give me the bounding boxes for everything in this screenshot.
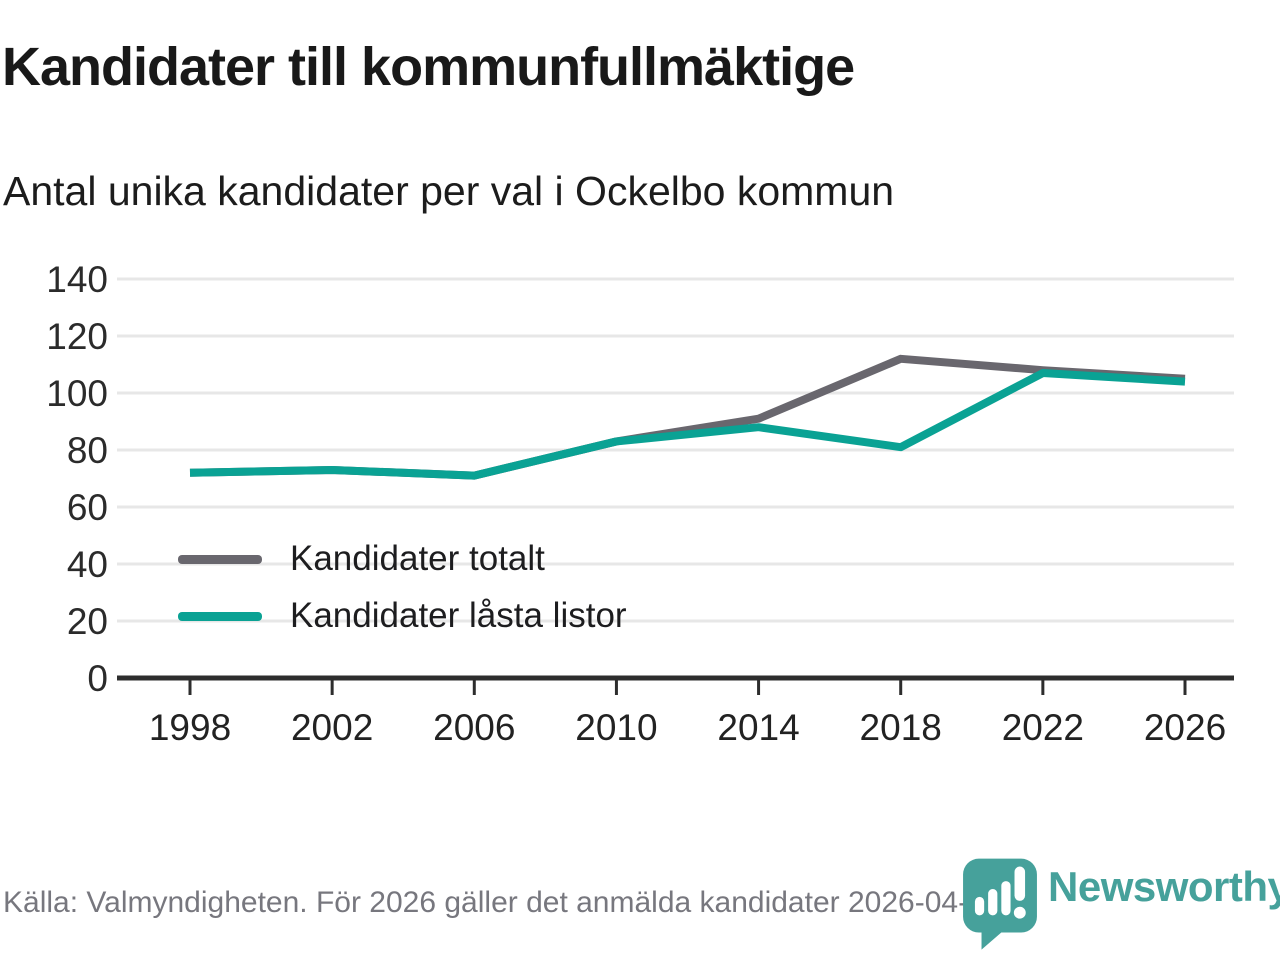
legend-item-totalt: Kandidater totalt [178, 537, 627, 581]
svg-text:2002: 2002 [291, 707, 373, 748]
svg-text:40: 40 [67, 544, 108, 585]
svg-text:1998: 1998 [149, 707, 231, 748]
svg-text:100: 100 [46, 373, 108, 414]
svg-text:140: 140 [46, 259, 108, 300]
svg-text:20: 20 [67, 601, 108, 642]
chart-legend: Kandidater totalt Kandidater låsta listo… [178, 537, 627, 651]
newsworthy-logo: Newsworthy [960, 856, 1280, 951]
newsworthy-wordmark: Newsworthy [1048, 863, 1280, 910]
svg-text:80: 80 [67, 430, 108, 471]
newsworthy-pin-barchart-icon [963, 858, 1037, 950]
svg-text:2006: 2006 [433, 707, 515, 748]
legend-swatch-lasta-listor-icon [178, 611, 262, 621]
svg-text:120: 120 [46, 316, 108, 357]
line-chart: 0 20 40 60 80 100 120 140 1998 2002 2006 2010 2014 20… [0, 240, 1280, 770]
legend-swatch-totalt-icon [178, 554, 262, 564]
svg-text:0: 0 [87, 658, 108, 699]
legend-item-lasta-listor: Kandidater låsta listor [178, 594, 627, 638]
legend-label-lasta-listor: Kandidater låsta listor [290, 596, 627, 635]
svg-text:60: 60 [67, 487, 108, 528]
svg-text:2022: 2022 [1002, 707, 1084, 748]
svg-text:2018: 2018 [860, 707, 942, 748]
chart-canvas: 0 20 40 60 80 100 120 140 1998 2002 2006 2010 2014 20… [46, 259, 1234, 748]
svg-text:2010: 2010 [575, 707, 657, 748]
svg-text:2014: 2014 [717, 707, 799, 748]
source-note: Källa: Valmyndigheten. För 2026 gäller d… [3, 886, 1010, 919]
svg-text:2026: 2026 [1144, 707, 1226, 748]
legend-label-totalt: Kandidater totalt [290, 539, 545, 578]
chart-subtitle: Antal unika kandidater per val i Ockelbo… [3, 168, 895, 214]
page-title: Kandidater till kommunfullmäktige [2, 37, 855, 97]
